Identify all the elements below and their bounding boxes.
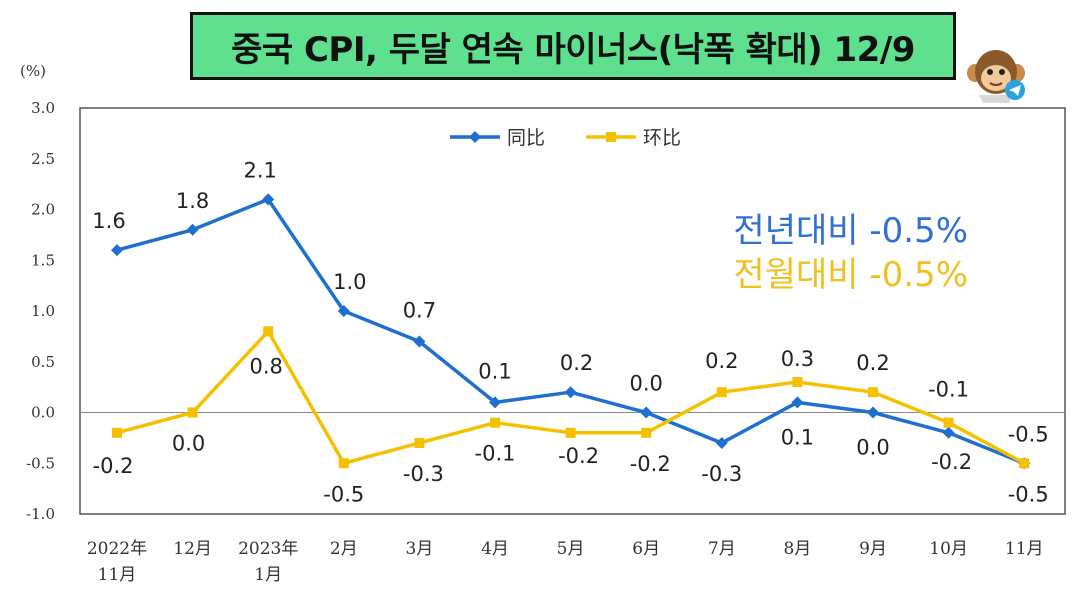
x-tick-label: 2022年 [87,539,147,559]
y-tick-label: -0.5 [26,454,55,472]
data-point-yoy [262,193,275,206]
data-label: -0.2 [93,454,134,478]
data-point-mom [641,427,652,438]
data-label: -0.3 [701,462,742,486]
x-tick-label: 11月 [1005,539,1044,559]
data-label: 0.2 [705,349,738,373]
x-tick-label: 2月 [330,539,358,559]
y-axis-unit: (%) [20,62,46,80]
data-label: 0.2 [856,351,889,375]
data-point-yoy [489,396,501,409]
y-tick-label: 1.5 [31,251,55,269]
data-label: -0.1 [475,442,516,466]
plot-frame [79,107,1066,515]
data-label: 0.2 [560,351,593,375]
data-point-yoy [942,426,955,439]
y-tick-label: 3.0 [31,99,55,117]
data-label: 1.6 [92,209,125,233]
data-point-mom [868,387,878,398]
data-point-mom [490,417,500,428]
y-tick-label: 2.0 [31,201,55,219]
data-point-mom [716,387,727,398]
legend-label: 环比 [643,127,681,149]
x-tick-label: 12月 [173,539,212,559]
x-tick-label: 10月 [929,539,968,559]
x-tick-label: 7月 [708,539,736,559]
x-tick-label: 4月 [481,539,509,559]
y-tick-label: 1.0 [31,302,55,320]
data-point-yoy [413,335,426,348]
data-point-yoy [564,386,577,399]
data-point-yoy [337,305,350,317]
data-label: -0.3 [403,462,444,486]
data-point-yoy [791,396,804,409]
data-point-mom [263,326,274,337]
data-label: -0.1 [928,378,969,402]
data-point-mom [1019,458,1030,469]
data-label: -0.2 [931,450,972,474]
data-point-mom [338,458,349,469]
data-point-mom [187,407,198,418]
data-point-mom [565,427,576,438]
data-label: 0.1 [781,425,814,449]
data-point-yoy [111,244,123,257]
data-label: 1.8 [176,189,209,213]
y-tick-label: -1.0 [26,505,55,523]
title-banner: 중국 CPI, 두달 연속 마이너스(낙폭 확대) 12/9 [190,12,956,80]
data-label: 0.8 [249,354,282,378]
data-point-yoy [867,406,879,419]
data-point-mom [112,427,122,438]
data-point-yoy [640,406,653,419]
data-label: -0.5 [323,482,364,506]
data-label: 1.0 [333,270,366,294]
legend-marker [469,131,481,143]
mom-annotation: 전월대비 -0.5% [733,255,968,295]
y-tick-label: 2.5 [31,150,55,168]
y-tick-label: 0.5 [31,353,55,371]
data-point-mom [414,437,425,448]
page-title: 중국 CPI, 두달 연속 마이너스(낙폭 확대) 12/9 [231,29,915,70]
data-point-mom [792,377,803,388]
data-label: 0.3 [781,347,814,371]
data-point-mom [943,417,954,428]
yoy-annotation: 전년대비 -0.5% [733,211,968,251]
data-label: 0.7 [403,298,436,322]
x-tick-label: 2023年 [238,539,298,559]
data-label: -0.5 [1008,422,1049,446]
data-label: -0.2 [558,444,599,468]
data-label: 0.0 [172,432,205,456]
x-tick-label: 1月 [254,565,282,585]
x-tick-label: 8月 [783,539,811,559]
legend-marker [606,132,616,142]
data-label: 2.1 [243,158,276,182]
x-tick-label: 9月 [859,539,887,559]
data-point-yoy [186,223,199,236]
data-label: 0.0 [629,372,662,396]
x-tick-label: 5月 [557,539,585,559]
x-tick-label: 11月 [98,565,137,585]
data-point-yoy [715,436,728,449]
legend-label: 同比 [507,127,545,149]
y-tick-label: 0.0 [31,404,55,422]
data-label: 0.0 [856,436,889,460]
x-tick-label: 3月 [405,539,433,559]
monkey-telegram-icon [967,50,1025,103]
data-label: -0.5 [1008,482,1049,506]
data-label: -0.2 [630,452,671,476]
data-label: 0.1 [478,359,511,383]
x-tick-label: 6月 [632,539,660,559]
